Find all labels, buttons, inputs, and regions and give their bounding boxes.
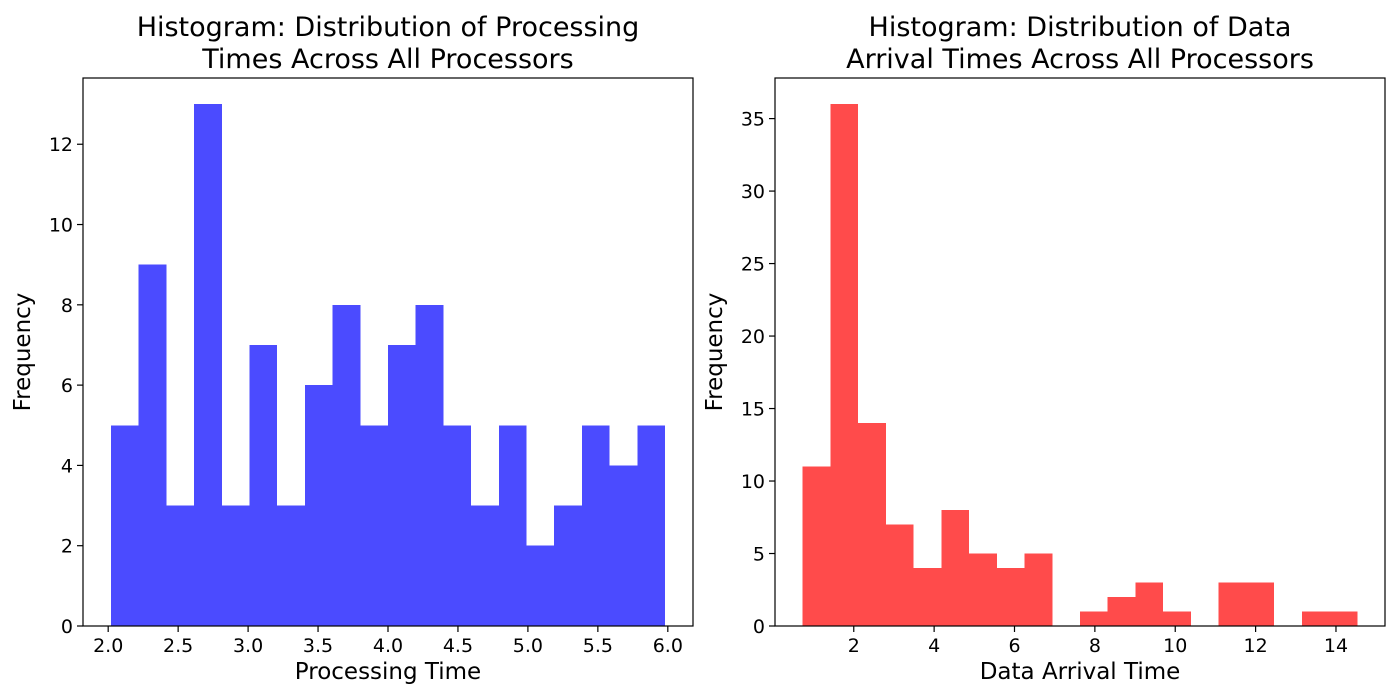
x-tick-label: 2.0: [93, 635, 123, 657]
x-tick-label: 6.0: [653, 635, 683, 657]
y-tick-label: 0: [61, 616, 73, 638]
x-tick-label: 4: [928, 635, 940, 657]
histogram-bar: [1163, 611, 1191, 626]
y-tick-label: 12: [49, 134, 73, 156]
histogram-bar: [1024, 553, 1053, 626]
chart-title-line: Times Across All Processors: [201, 44, 573, 75]
histogram-bar: [858, 423, 886, 626]
histogram-bar: [388, 344, 416, 626]
histogram-bar: [581, 425, 610, 626]
processing-time-histogram: 2.0 2.5 3.0 3.5 4.0 4.5 5.0 5.5 6.0 0 2 4 6 8 10 12 Hist…: [10, 12, 694, 685]
x-tick-label: 12: [1244, 635, 1268, 657]
histogram-bar: [360, 425, 388, 626]
histogram-bar: [1080, 611, 1108, 626]
y-tick-label: 4: [61, 455, 73, 477]
histogram-bar: [277, 505, 305, 626]
histogram-bar: [471, 505, 499, 626]
histogram-bar: [1107, 597, 1136, 626]
chart-title-line: Histogram: Distribution of Processing: [137, 12, 640, 43]
chart-title-line: Arrival Times Across All Processors: [846, 44, 1314, 75]
y-tick-label: 2: [61, 536, 73, 558]
histogram-bar: [1329, 611, 1358, 626]
histogram-bar: [1218, 582, 1247, 626]
chart-title-line: Histogram: Distribution of Data: [869, 12, 1292, 43]
x-tick-label: 2: [848, 635, 860, 657]
histogram-bar: [969, 553, 997, 626]
histogram-bar: [1301, 611, 1330, 626]
histogram-bar: [332, 304, 361, 626]
y-tick-label: 20: [741, 326, 765, 348]
y-tick-label: 30: [741, 181, 765, 203]
x-tick-label: 4.0: [373, 635, 403, 657]
histogram-bar: [1246, 582, 1275, 626]
x-tick-label: 10: [1163, 635, 1187, 657]
y-axis-label: Frequency: [702, 293, 728, 412]
x-tick-label: 3.5: [303, 635, 333, 657]
histogram-bar: [138, 264, 167, 626]
histogram-bar: [194, 104, 222, 627]
histogram-bar: [830, 104, 859, 627]
y-tick-label: 25: [741, 254, 765, 276]
x-tick-label: 4.5: [443, 635, 473, 657]
y-tick-label: 15: [741, 399, 765, 421]
y-tick-label: 0: [753, 616, 765, 638]
histogram-bar: [526, 545, 555, 626]
x-axis-label: Data Arrival Time: [980, 659, 1181, 685]
y-tick-label: 35: [741, 109, 765, 131]
histogram-bar: [913, 568, 942, 626]
axes-frame: [774, 77, 1386, 627]
x-tick-label: 14: [1324, 635, 1348, 657]
y-axis-label: Frequency: [10, 293, 36, 412]
x-tick-label: 5.0: [513, 635, 543, 657]
histogram-bar: [166, 505, 195, 626]
x-tick-label: 6: [1008, 635, 1020, 657]
histogram-bar: [110, 425, 139, 626]
histogram-bar: [637, 425, 666, 626]
data-arrival-time-histogram: 2 4 6 8 10 12 14 0 5 10 15 20 25 30 35 Histogram: Distr…: [702, 12, 1386, 685]
histogram-bar: [554, 505, 582, 626]
x-tick-label: 3.0: [233, 635, 263, 657]
histogram-bar: [941, 510, 970, 626]
y-tick-label: 10: [49, 215, 73, 237]
histogram-bar: [443, 425, 472, 626]
histogram-bar: [415, 304, 444, 626]
histogram-bar: [885, 524, 914, 626]
histogram-bar: [802, 466, 831, 626]
x-tick-label: 2.5: [163, 635, 193, 657]
x-tick-label: 8: [1089, 635, 1101, 657]
histogram-bar: [249, 344, 278, 626]
histogram-bar: [609, 465, 638, 626]
x-tick-label: 5.5: [583, 635, 613, 657]
histogram-bar: [1135, 582, 1164, 626]
y-tick-label: 10: [741, 471, 765, 493]
y-tick-label: 5: [753, 544, 765, 566]
histogram-bar: [996, 568, 1025, 626]
histogram-bar: [498, 425, 527, 626]
x-axis-label: Processing Time: [295, 659, 481, 685]
histogram-bar: [304, 385, 333, 626]
histogram-bar: [221, 505, 250, 626]
y-tick-label: 8: [61, 295, 73, 317]
y-tick-label: 6: [61, 375, 73, 397]
